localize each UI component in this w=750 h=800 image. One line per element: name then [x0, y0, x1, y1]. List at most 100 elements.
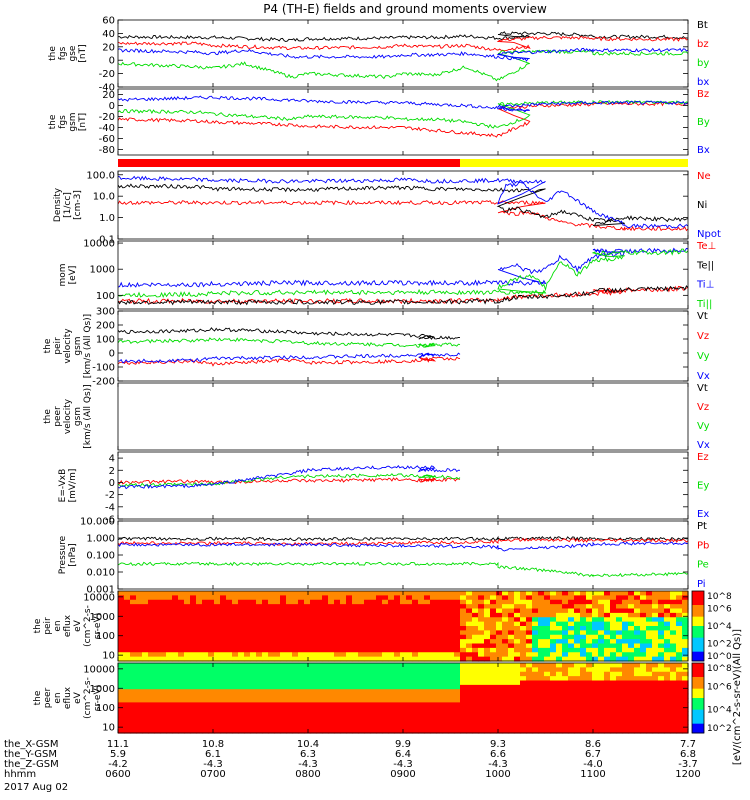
spectrogram-cell [190, 621, 197, 627]
spectrogram-cell [178, 604, 185, 610]
spectrogram-cell [340, 667, 347, 673]
spectrogram-cell [148, 684, 155, 690]
spectrogram-cell [598, 599, 605, 605]
spectrogram-cell [334, 595, 341, 601]
spectrogram-cell [622, 647, 629, 653]
spectrogram-cell [580, 604, 587, 610]
spectrogram-cell [142, 671, 149, 677]
spectrogram-cell [664, 595, 671, 601]
spectrogram-cell [172, 711, 179, 717]
spectrogram-cell [346, 684, 353, 690]
spectrogram-cell [676, 676, 683, 682]
spectrogram-cell [502, 724, 509, 730]
spectrogram-cell [292, 630, 299, 636]
spectrogram-cell [298, 680, 305, 686]
spectrogram-cell [466, 630, 473, 636]
spectrogram-cell [574, 599, 581, 605]
spectrogram-cell [268, 715, 275, 721]
spectrogram-cell [664, 667, 671, 673]
spectrogram-cell [622, 711, 629, 717]
spectrogram-cell [226, 684, 233, 690]
spectrogram-cell [508, 698, 515, 703]
spectrogram-cell [328, 617, 335, 623]
spectrogram-cell [568, 656, 575, 662]
spectrogram-cell [448, 711, 455, 717]
colorbar-segment [692, 721, 704, 725]
spectrogram-cell [586, 626, 593, 631]
spectrogram-cell [664, 634, 671, 640]
spectrogram-cell [148, 698, 155, 703]
spectrogram-cell [526, 680, 533, 686]
spectrogram-cell [604, 719, 611, 725]
spectrogram-cell [532, 715, 539, 721]
spectrogram-cell [502, 643, 509, 649]
spectrogram-cell [262, 612, 269, 618]
spectrogram-cell [424, 643, 431, 649]
spectrogram-cell [274, 702, 281, 708]
spectrogram-cell [652, 608, 659, 614]
spectrogram-cell [328, 656, 335, 662]
spectrogram-cell [184, 728, 191, 734]
spectrogram-cell [304, 599, 311, 605]
spectrogram-cell [604, 698, 611, 703]
spectrogram-cell [280, 671, 287, 677]
spectrogram-cell [382, 630, 389, 636]
spectrogram-cell [586, 706, 593, 712]
spectrogram-cell [610, 689, 617, 695]
spectrogram-cell [160, 591, 167, 596]
spectrogram-cell [520, 647, 527, 653]
spectrogram-cell [250, 591, 257, 596]
spectrogram-cell [364, 591, 371, 596]
colorbar-segment [692, 595, 704, 599]
spectrogram-cell [616, 608, 623, 614]
spectrogram-cell [232, 702, 239, 708]
spectrogram-cell [412, 652, 419, 658]
spectrogram-cell [316, 626, 323, 631]
spectrogram-cell [268, 724, 275, 730]
spectrogram-cell [448, 689, 455, 695]
spectrogram-cell [538, 599, 545, 605]
spectrogram-cell [472, 728, 479, 734]
spectrogram-cell [220, 667, 227, 673]
spectrogram-cell [394, 643, 401, 649]
y-tick-label: -2 [105, 490, 115, 501]
series-line-Vy [118, 337, 461, 348]
spectrogram-cell [220, 693, 227, 699]
spectrogram-cell [370, 656, 377, 662]
colorbar-segment [692, 619, 704, 622]
spectrogram-cell [268, 719, 275, 725]
spectrogram-cell [382, 599, 389, 605]
spectrogram-cell [508, 591, 515, 596]
spectrogram-cell [262, 724, 269, 730]
spectrogram-cell [142, 689, 149, 695]
spectrogram-cell [256, 671, 263, 677]
spectrogram-cell [550, 595, 557, 601]
legend-label-Pt: Pt [697, 521, 707, 532]
spectrogram-cell [250, 693, 257, 699]
spectrogram-cell [298, 630, 305, 636]
panel-peir_velocity: VtVzVyVx3002001000-100-200thepeirvelocit… [43, 307, 710, 388]
spectrogram-cell [466, 652, 473, 658]
spectrogram-cell [520, 667, 527, 673]
spectrogram-cell [400, 689, 407, 695]
spectrogram-cell [526, 652, 533, 658]
spectrogram-cell [388, 595, 395, 601]
spectrogram-cell [364, 680, 371, 686]
y-axis-label-line: [1/cc] [63, 192, 73, 218]
spectrogram-cell [544, 626, 551, 631]
spectrogram-cell [682, 680, 689, 686]
spectrogram-cell [430, 595, 437, 601]
spectrogram-cell [412, 667, 419, 673]
spectrogram-cell [490, 671, 497, 677]
spectrogram-cell [334, 706, 341, 712]
spectrogram-cell [322, 728, 329, 734]
spectrogram-cell [160, 604, 167, 610]
legend-label-By: By [697, 117, 710, 128]
spectrogram-cell [220, 591, 227, 596]
spectrogram-cell [250, 667, 257, 673]
spectrogram-cell [244, 706, 251, 712]
spectrogram-cell [574, 728, 581, 734]
spectrogram-cell [316, 728, 323, 734]
colorbar-segment [692, 674, 704, 678]
spectrogram-cell [226, 667, 233, 673]
